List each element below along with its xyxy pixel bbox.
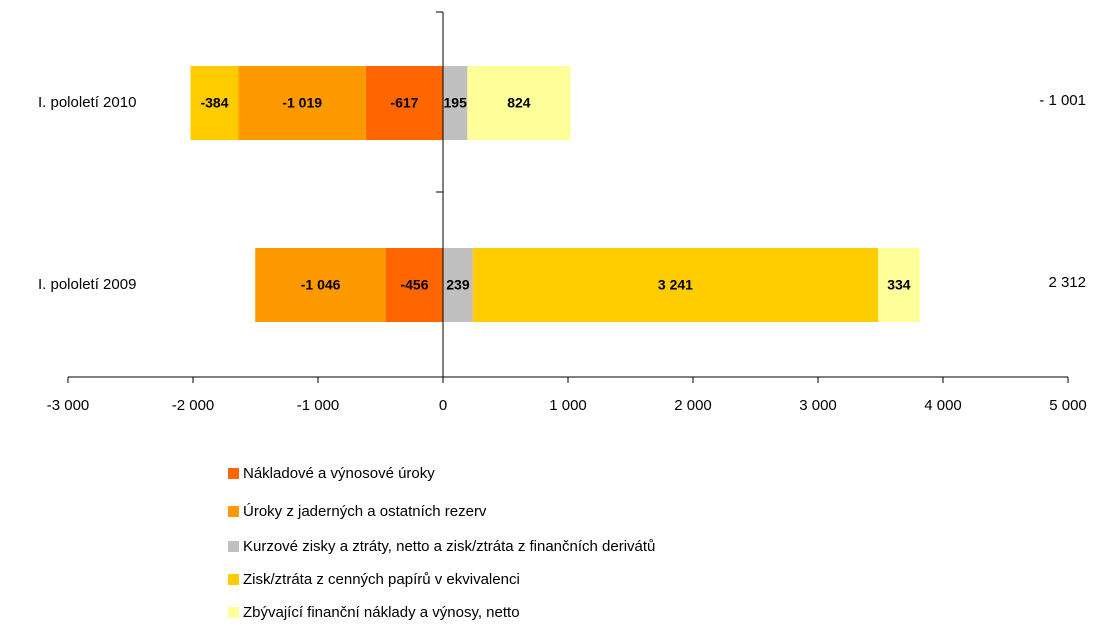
value-label: -1 046	[301, 277, 341, 293]
bar-segment	[365, 66, 443, 140]
value-label: -384	[200, 95, 228, 111]
bar-segment	[443, 248, 473, 322]
x-tick-label: 2 000	[674, 397, 712, 414]
legend-label: Zisk/ztráta z cenných papírů v ekvivalen…	[243, 571, 520, 588]
value-label: 239	[446, 277, 470, 293]
x-tick-label: -3 000	[47, 397, 90, 414]
x-tick-label: -1 000	[297, 397, 340, 414]
legend-swatch	[228, 574, 239, 585]
x-tick-label: 3 000	[799, 397, 837, 414]
legend-swatch	[228, 468, 239, 479]
bar-segment	[443, 66, 468, 140]
value-label: -617	[390, 95, 418, 111]
value-label: 3 241	[658, 277, 693, 293]
bar-segment	[386, 248, 443, 322]
value-label: -456	[400, 277, 428, 293]
category-label: I. pololetí 2009	[38, 276, 136, 293]
legend-swatch	[228, 506, 239, 517]
total-label: 2 312	[1048, 274, 1086, 291]
bar-segment	[190, 66, 239, 140]
legend-label: Zbývající finanční náklady a výnosy, net…	[243, 604, 520, 621]
legend-swatch	[228, 541, 239, 552]
category-label: I. pololetí 2010	[38, 94, 136, 111]
x-tick-label: -2 000	[172, 397, 215, 414]
legend-label: Kurzové zisky a ztráty, netto a zisk/ztr…	[243, 538, 655, 555]
value-label: -1 019	[282, 95, 322, 111]
bar-segment	[467, 66, 571, 140]
bar-segment	[472, 248, 878, 322]
x-tick-label: 0	[439, 397, 447, 414]
legend-label: Úroky z jaderných a ostatních rezerv	[243, 503, 487, 520]
total-label: - 1 001	[1039, 92, 1086, 109]
legend-swatch	[228, 607, 239, 618]
bar-segment	[255, 248, 386, 322]
value-label: 824	[507, 95, 531, 111]
bar-segment	[878, 248, 920, 322]
value-label: 195	[444, 95, 468, 111]
value-label: 334	[887, 277, 911, 293]
bar-segment	[238, 66, 366, 140]
x-tick-label: 5 000	[1049, 397, 1087, 414]
x-tick-label: 1 000	[549, 397, 587, 414]
legend-label: Nákladové a výnosové úroky	[243, 465, 435, 482]
x-tick-label: 4 000	[924, 397, 962, 414]
